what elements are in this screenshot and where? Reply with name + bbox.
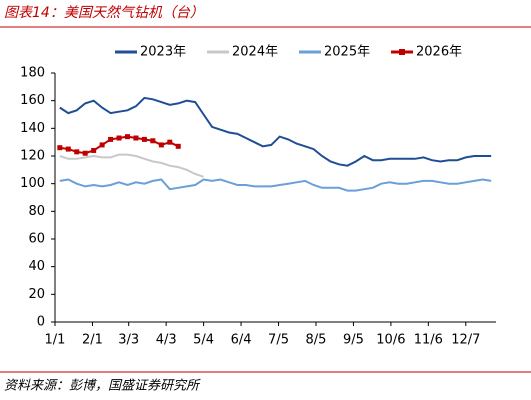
x-tick-label: 11/6: [414, 333, 443, 348]
series-marker: [99, 142, 105, 148]
legend-label: 2025年: [324, 45, 370, 60]
series-marker: [158, 142, 164, 148]
series-marker: [116, 135, 122, 141]
y-tick-label: 140: [20, 121, 45, 136]
y-tick-label: 20: [28, 287, 45, 302]
series-marker: [57, 145, 63, 151]
x-tick-label: 2/1: [82, 333, 103, 348]
legend-label: 2024年: [232, 45, 278, 60]
series-marker: [175, 143, 181, 149]
chart-title: 图表14：美国天然气钻机（台）: [4, 5, 204, 21]
series-marker: [74, 149, 80, 155]
y-tick-label: 40: [28, 259, 45, 274]
y-tick-label: 100: [20, 176, 45, 191]
y-tick-label: 80: [28, 204, 45, 219]
series-marker: [167, 139, 173, 145]
series-marker: [141, 136, 147, 142]
x-tick-label: 1/1: [45, 333, 66, 348]
x-tick-label: 10/6: [376, 333, 405, 348]
y-tick-label: 160: [20, 93, 45, 108]
y-tick-label: 120: [20, 149, 45, 164]
series-marker: [91, 147, 97, 153]
series-line: [59, 153, 204, 178]
y-tick-label: 0: [37, 315, 45, 330]
series-marker: [150, 138, 156, 144]
x-tick-label: 5/4: [193, 333, 214, 348]
series-marker: [82, 150, 88, 156]
x-tick-label: 7/5: [268, 333, 289, 348]
source-note: 资料来源：彭博，国盛证券研究所: [4, 378, 201, 394]
legend-label: 2023年: [140, 45, 186, 60]
x-tick-label: 4/3: [156, 333, 177, 348]
series-line: [59, 178, 492, 192]
x-tick-label: 6/4: [231, 333, 252, 348]
legend-label: 2026年: [416, 45, 462, 60]
series-marker: [108, 136, 114, 142]
x-tick-label: 9/5: [343, 333, 364, 348]
series-line: [59, 96, 492, 167]
legend-marker: [399, 49, 405, 55]
series-marker: [124, 134, 130, 140]
y-tick-label: 60: [28, 232, 45, 247]
x-tick-label: 8/5: [306, 333, 327, 348]
x-tick-label: 3/3: [118, 333, 139, 348]
x-tick-label: 12/7: [451, 333, 480, 348]
series-marker: [133, 135, 139, 141]
series-marker: [65, 146, 71, 152]
y-tick-label: 180: [20, 66, 45, 81]
